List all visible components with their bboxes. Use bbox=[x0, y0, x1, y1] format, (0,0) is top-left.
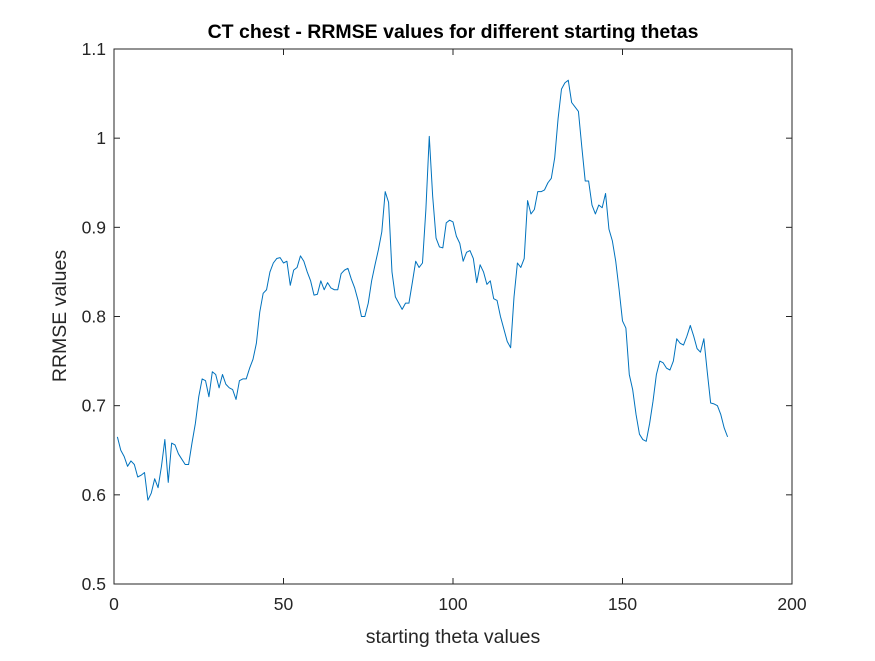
x-tick-label: 200 bbox=[777, 594, 806, 614]
x-tick-label: 50 bbox=[274, 594, 294, 614]
plot-area bbox=[114, 49, 792, 584]
series-line bbox=[116, 79, 729, 501]
x-tick-label: 150 bbox=[608, 594, 637, 614]
y-tick-label: 0.7 bbox=[82, 396, 106, 416]
x-tick-label: 100 bbox=[438, 594, 467, 614]
x-tick-label: 0 bbox=[109, 594, 119, 614]
y-axis-label: RRMSE values bbox=[49, 250, 71, 382]
y-tick-label: 1 bbox=[96, 128, 106, 148]
chart-title: CT chest - RRMSE values for different st… bbox=[208, 21, 699, 43]
plot-box bbox=[113, 48, 793, 585]
y-tick-label: 0.5 bbox=[82, 574, 106, 594]
ticks-layer: 0 50 100 150 200 0.5 0.6 0.7 0.8 0.9 1 1.1 bbox=[82, 39, 807, 614]
y-tick-label: 1.1 bbox=[82, 39, 106, 59]
series-layer bbox=[116, 79, 729, 501]
y-tick-label: 0.8 bbox=[82, 307, 106, 327]
x-axis-label: starting theta values bbox=[366, 626, 541, 648]
y-tick-label: 0.9 bbox=[82, 217, 106, 237]
y-tick-label: 0.6 bbox=[82, 485, 106, 505]
